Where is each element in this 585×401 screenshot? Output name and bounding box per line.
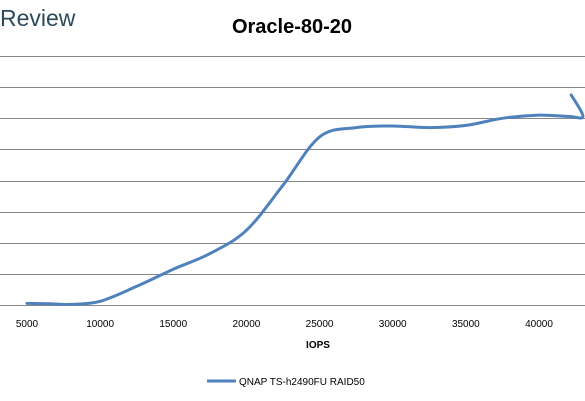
data-point [47, 302, 50, 305]
x-axis-label: IOPS [306, 340, 330, 351]
data-point [208, 252, 211, 255]
data-point [570, 93, 573, 96]
legend[interactable]: QNAP TS-h2490FU RAID50 [207, 377, 365, 388]
data-point [567, 115, 570, 118]
data-point [355, 126, 358, 129]
data-point [501, 117, 504, 120]
data-point [282, 184, 285, 187]
data-point [428, 126, 431, 129]
x-tick-label: 30000 [379, 319, 407, 330]
series-layer [25, 93, 585, 306]
x-tick-label: 5000 [16, 319, 39, 330]
brand-logo-text: Review [0, 5, 76, 31]
data-point [99, 300, 102, 303]
x-tick-label: 40000 [525, 319, 553, 330]
data-point [69, 303, 72, 306]
data-point [135, 285, 138, 288]
data-point [318, 135, 321, 138]
legend-label: QNAP TS-h2490FU RAID50 [239, 377, 365, 388]
x-tick-label: 35000 [452, 319, 480, 330]
x-axis-ticks: 5000 10000 15000 20000 25000 30000 35000 40000 [16, 319, 553, 330]
series-line-1 [25, 93, 585, 306]
x-tick-label: 15000 [159, 319, 187, 330]
chart-title: Oracle-80-20 [232, 16, 352, 38]
x-tick-label: 10000 [86, 319, 114, 330]
data-point [245, 229, 248, 232]
data-point [581, 115, 584, 118]
x-tick-label: 25000 [306, 319, 334, 330]
data-point [26, 302, 29, 305]
data-point [391, 125, 394, 128]
data-point [172, 268, 175, 271]
grid-lines [0, 56, 585, 306]
data-point [464, 124, 467, 127]
data-point [538, 114, 541, 117]
x-tick-label: 20000 [233, 319, 261, 330]
